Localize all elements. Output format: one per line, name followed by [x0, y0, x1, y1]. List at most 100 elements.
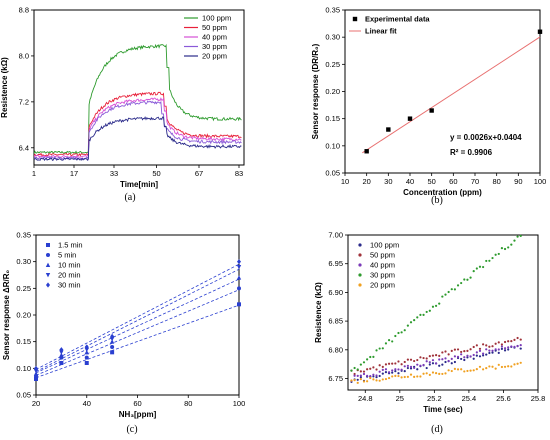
legend-entry: 30 ppm — [202, 42, 227, 51]
data-point — [416, 375, 419, 378]
panel-d: 24.8 25 25.2 25.4 25.6 25.8 6.75 6.80 6.85 6.90 6.… — [314, 231, 545, 436]
data-point — [438, 364, 441, 367]
data-point — [438, 354, 441, 357]
data-point — [444, 350, 447, 353]
data-point — [422, 313, 425, 316]
data-point — [431, 354, 435, 357]
data-point — [387, 376, 391, 380]
y-tick-label: 6.80 — [328, 345, 343, 354]
data-point — [507, 346, 510, 349]
data-point — [453, 288, 456, 291]
legend-swatch — [46, 282, 50, 288]
data-point — [456, 368, 460, 371]
data-point — [400, 376, 403, 379]
data-point — [384, 371, 388, 374]
data-point — [372, 375, 375, 378]
data-point — [488, 259, 491, 262]
legend-entry: 30 min — [58, 281, 81, 290]
data-point — [237, 286, 241, 291]
data-point — [438, 372, 441, 375]
x-tick-label: 83 — [235, 169, 243, 178]
data-point — [110, 333, 115, 339]
legend-swatch — [45, 262, 51, 267]
data-point — [394, 362, 397, 365]
data-point — [488, 349, 491, 352]
data-point — [353, 366, 356, 370]
data-point — [364, 149, 369, 154]
legend-entry: 5 min — [58, 251, 76, 260]
panel-caption: (d) — [431, 424, 443, 435]
plot-frame — [347, 234, 539, 391]
data-point — [356, 381, 359, 384]
data-point — [453, 367, 456, 370]
y-tick-label: 7.00 — [328, 231, 343, 240]
x-tick-label: 50 — [152, 169, 160, 178]
y-tick-label: 0.35 — [16, 231, 31, 240]
fit-line — [35, 278, 240, 374]
series-line — [34, 116, 242, 162]
x-tick-label: 20 — [362, 177, 370, 186]
data-point — [503, 349, 507, 352]
legend-entry: Experimental data — [365, 15, 430, 24]
data-point — [466, 349, 469, 352]
data-point — [391, 369, 394, 372]
data-point — [386, 127, 391, 132]
legend-swatch — [358, 253, 362, 257]
data-point — [428, 355, 431, 358]
y-axis-label: Resistence (kΩ) — [314, 282, 323, 343]
data-point — [516, 362, 519, 365]
plot-frame — [33, 9, 245, 166]
data-point — [59, 347, 64, 353]
data-point — [444, 372, 447, 375]
panel-b: 10 20 30 40 50 60 70 80 90 100 0.05 0.10 0.15 0.20 0.2… — [311, 6, 546, 207]
data-point — [378, 347, 381, 350]
data-point — [59, 352, 64, 357]
data-point — [431, 362, 435, 365]
data-point — [450, 288, 453, 291]
data-point — [409, 373, 413, 376]
data-point — [450, 357, 453, 360]
data-point — [381, 378, 384, 381]
data-point — [378, 379, 381, 382]
data-point — [362, 380, 366, 383]
y-tick-label: 0.25 — [325, 60, 340, 69]
data-point — [431, 359, 435, 362]
data-point — [425, 372, 428, 375]
x-tick-label: 25 — [396, 394, 404, 403]
y-tick-label: 0.05 — [16, 391, 31, 400]
data-point — [485, 366, 488, 370]
data-point — [497, 341, 500, 344]
data-point — [359, 370, 362, 373]
data-point — [397, 372, 400, 375]
data-point — [466, 369, 469, 373]
data-point — [356, 378, 359, 381]
y-tick-label: 0.25 — [16, 284, 31, 293]
y-tick-label: 7.2 — [19, 97, 29, 106]
data-point — [453, 348, 456, 351]
x-tick-label: 25.8 — [531, 394, 546, 403]
data-point — [510, 365, 513, 368]
data-point — [362, 361, 366, 364]
data-point — [485, 348, 488, 351]
legend-entry: Linear fit — [365, 27, 397, 36]
data-point — [447, 359, 450, 363]
data-point — [482, 265, 485, 269]
data-point — [372, 373, 375, 376]
x-axis-label: Time (sec) — [423, 405, 463, 414]
data-point — [434, 354, 438, 357]
data-point — [372, 355, 375, 358]
data-point — [369, 374, 372, 378]
y-axis-label: Resistence (kΩ) — [0, 57, 9, 118]
data-point — [500, 345, 504, 348]
data-point — [478, 347, 482, 350]
data-point — [500, 347, 504, 350]
data-point — [497, 348, 500, 351]
y-axis-label: Sensor response (DR/R₀) — [311, 43, 320, 139]
data-point — [384, 363, 388, 366]
data-point — [381, 368, 384, 371]
data-point — [59, 361, 64, 365]
data-point — [84, 361, 89, 365]
data-point — [519, 347, 522, 350]
data-point — [491, 345, 494, 348]
legend-entry: 40 ppm — [370, 261, 395, 270]
